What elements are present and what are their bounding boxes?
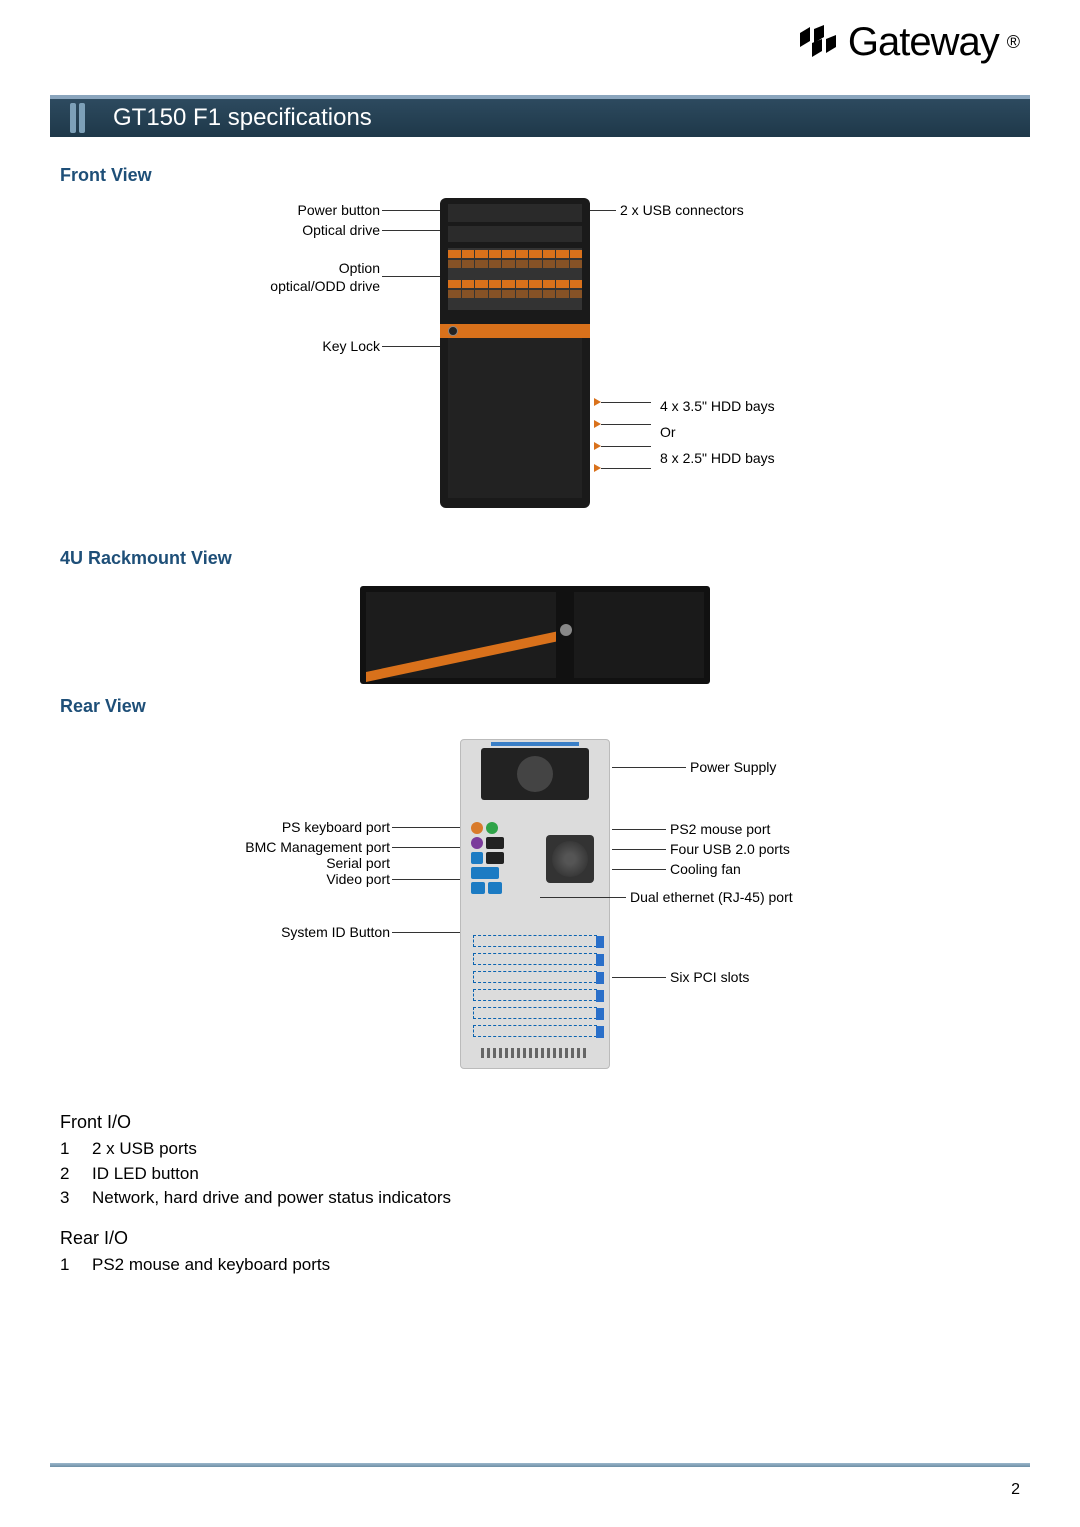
list-text: PS2 mouse and keyboard ports [92, 1253, 330, 1278]
label-power-button: Power button [210, 202, 380, 218]
label-hdd-35: 4 x 3.5" HDD bays [660, 398, 775, 414]
label-video-port: Video port [190, 871, 390, 887]
label-key-lock: Key Lock [210, 338, 380, 354]
section-title-rear: Rear View [60, 696, 1020, 717]
rear-io-heading: Rear I/O [60, 1225, 1020, 1251]
arrow-icon [594, 420, 601, 428]
front-io-heading: Front I/O [60, 1109, 1020, 1135]
leader-line [601, 468, 651, 469]
leader-line [382, 276, 440, 277]
label-optical-drive: Optical drive [210, 222, 380, 238]
leader-line [612, 869, 666, 870]
leader-line [612, 829, 666, 830]
label-usb-connectors: 2 x USB connectors [620, 202, 744, 218]
leader-line [540, 897, 626, 898]
label-system-id: System ID Button [190, 924, 390, 940]
registered-mark: ® [1007, 32, 1020, 53]
leader-line [612, 977, 666, 978]
server-tower-front-illustration [440, 198, 590, 508]
section-title-rack: 4U Rackmount View [60, 548, 1020, 569]
leader-line [601, 446, 651, 447]
list-item: 3Network, hard drive and power status in… [60, 1186, 1020, 1211]
label-dual-ethernet: Dual ethernet (RJ-45) port [630, 889, 793, 905]
leader-line [612, 767, 686, 768]
list-item: 12 x USB ports [60, 1137, 1020, 1162]
server-rackmount-illustration [360, 586, 710, 684]
leader-line [601, 402, 651, 403]
list-item: 2ID LED button [60, 1162, 1020, 1187]
label-power-supply: Power Supply [690, 759, 776, 775]
leader-line [392, 827, 460, 828]
leader-line [612, 849, 666, 850]
leader-line [590, 210, 616, 211]
list-item: 1PS2 mouse and keyboard ports [60, 1253, 1020, 1278]
arrow-icon [594, 442, 601, 450]
leader-line [382, 346, 440, 347]
list-num: 1 [60, 1253, 92, 1278]
label-option-drive-l1: Option [180, 260, 380, 276]
leader-line [392, 847, 460, 848]
footer-rule [50, 1463, 1030, 1467]
label-hdd-25: 8 x 2.5" HDD bays [660, 450, 775, 466]
brand-logo: Gateway ® [796, 20, 1020, 65]
label-serial-port: Serial port [190, 855, 390, 871]
section-title-front: Front View [60, 165, 1020, 186]
label-hdd-or: Or [660, 424, 676, 440]
rear-view-diagram: Power Supply PS2 mouse port Four USB 2.0… [60, 729, 1020, 1089]
list-text: 2 x USB ports [92, 1137, 197, 1162]
label-ps-keyboard: PS keyboard port [190, 819, 390, 835]
label-cooling-fan: Cooling fan [670, 861, 741, 877]
server-tower-rear-illustration [460, 739, 610, 1069]
page-header-bar: GT150 F1 specifications [50, 95, 1030, 137]
front-view-diagram: Power button Optical drive Option optica… [60, 198, 1020, 538]
rackmount-diagram [60, 581, 1020, 696]
list-text: Network, hard drive and power status ind… [92, 1186, 451, 1211]
label-option-drive-l2: optical/ODD drive [180, 278, 380, 294]
front-io-section: Front I/O 12 x USB ports 2ID LED button … [60, 1109, 1020, 1278]
arrow-icon [594, 464, 601, 472]
label-bmc: BMC Management port [190, 839, 390, 855]
leader-line [382, 230, 440, 231]
label-usb-rear: Four USB 2.0 ports [670, 841, 790, 857]
list-num: 3 [60, 1186, 92, 1211]
list-text: ID LED button [92, 1162, 199, 1187]
arrow-icon [594, 398, 601, 406]
list-num: 1 [60, 1137, 92, 1162]
gateway-logo-icon [796, 25, 840, 61]
brand-name: Gateway [848, 20, 999, 65]
leader-line [382, 210, 440, 211]
leader-line [601, 424, 651, 425]
page-number: 2 [1011, 1481, 1020, 1499]
page-title: GT150 F1 specifications [113, 104, 372, 132]
leader-line [392, 879, 460, 880]
list-num: 2 [60, 1162, 92, 1187]
label-pci-slots: Six PCI slots [670, 969, 749, 985]
leader-line [392, 932, 460, 933]
header-accent-icon [70, 97, 88, 139]
label-ps2-mouse: PS2 mouse port [670, 821, 770, 837]
